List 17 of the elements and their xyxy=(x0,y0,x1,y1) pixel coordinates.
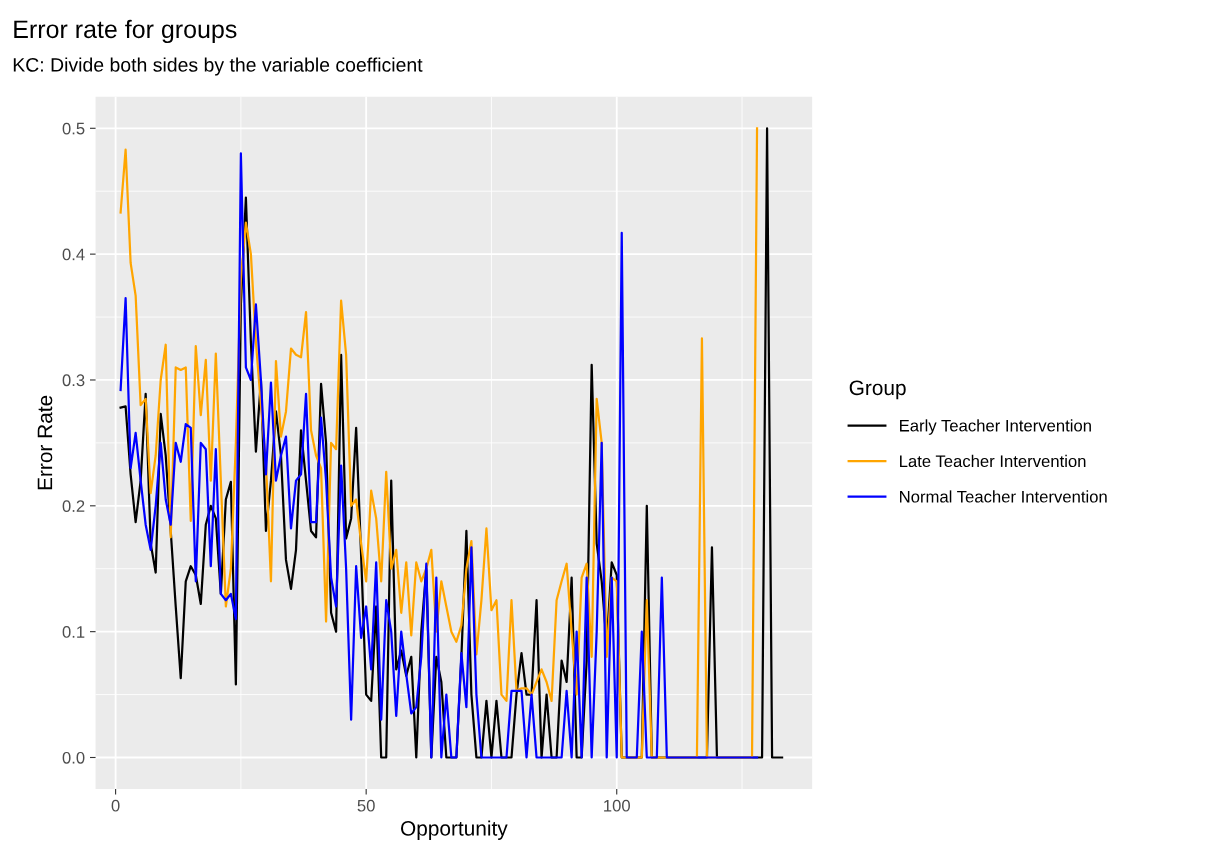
legend-title: Group xyxy=(849,380,906,400)
y-tick-label: 0.5 xyxy=(62,122,85,135)
y-tick-label: 0.1 xyxy=(62,626,85,638)
y-tick-label: 0.3 xyxy=(62,374,85,387)
chart-subtitle: KC: Divide both sides by the variable coefficient xyxy=(13,57,423,76)
y-tick-label: 0.4 xyxy=(62,248,85,261)
y-tick-label: 0.0 xyxy=(62,751,85,764)
legend-label: Late Teacher Intervention xyxy=(900,454,1086,468)
chart-title: Error rate for groups xyxy=(14,19,237,44)
x-tick-label: 0 xyxy=(111,799,120,812)
x-axis-title: Opportunity xyxy=(401,820,508,840)
y-tick-label: 0.2 xyxy=(62,500,85,513)
legend-label: Early Teacher Intervention xyxy=(900,419,1091,435)
x-tick-label: 100 xyxy=(604,799,630,812)
y-axis-title: Error Rate xyxy=(37,395,53,490)
legend-label: Normal Teacher Intervention xyxy=(900,490,1107,503)
x-tick-label: 50 xyxy=(357,799,375,812)
